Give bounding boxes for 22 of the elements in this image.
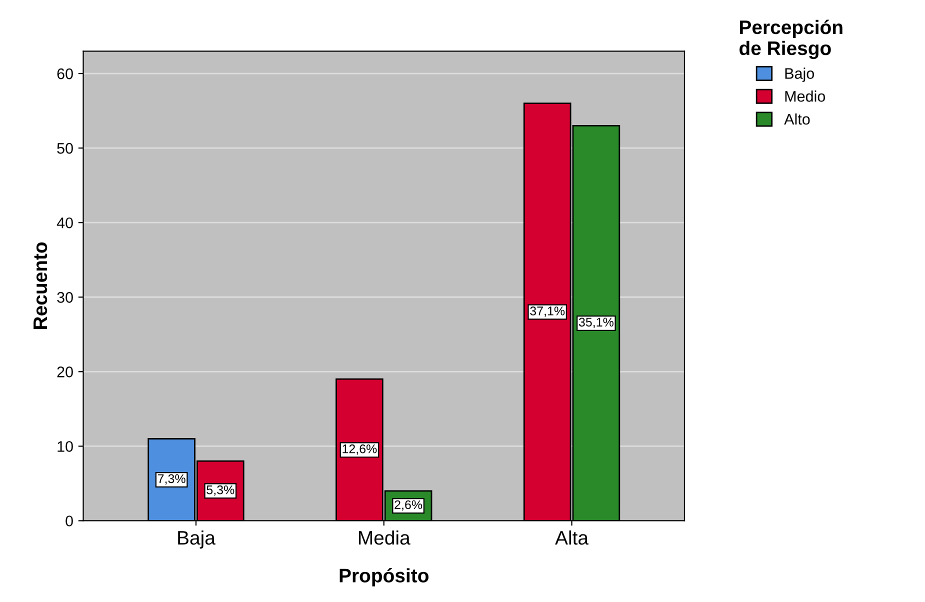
x-axis-title: Propósito [340,568,428,586]
y-tick-label: 0 [66,516,73,526]
annotation: 12,6% [342,444,377,455]
annotation: 7,3% [158,474,186,485]
annotation: 37,1% [530,306,565,317]
y-tick-label: 60 [57,68,73,80]
legend-label: Alto [784,113,810,125]
y-tick-label: 10 [58,441,73,452]
y-tick-label: 20 [57,366,73,378]
legend-label: Medio [785,90,826,102]
legend-title: Percepción de Riesgo [740,20,842,60]
x-tick-label: Baja [178,530,216,549]
x-tick-label: Media [358,530,410,545]
annotation: 2,6% [394,500,422,511]
x-tick-label: Alta [555,530,589,545]
y-tick-label: 40 [56,217,73,228]
y-tick-label: 50 [57,142,73,154]
y-tick-label: 30 [57,292,73,303]
annotation: 5,3% [206,485,234,496]
y-axis-title: Recuento [34,242,48,329]
annotation: 35,1% [578,318,614,328]
legend-label: Bajo [785,68,814,82]
